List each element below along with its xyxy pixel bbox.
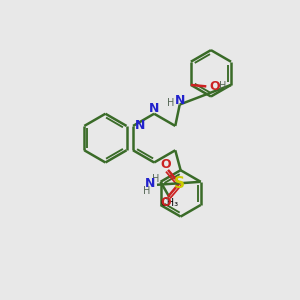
Text: H: H [143, 186, 150, 196]
Text: O: O [160, 196, 171, 208]
Text: H: H [167, 98, 174, 108]
Text: S: S [174, 176, 185, 191]
Text: H: H [152, 174, 159, 184]
Text: H: H [219, 81, 226, 92]
Text: N: N [145, 177, 156, 190]
Text: N: N [134, 119, 145, 132]
Text: N: N [175, 94, 185, 107]
Text: O: O [160, 158, 171, 171]
Text: N: N [149, 102, 159, 115]
Text: CH₃: CH₃ [160, 198, 178, 208]
Text: O: O [209, 80, 220, 93]
